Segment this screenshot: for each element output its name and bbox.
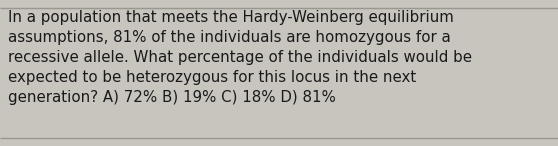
Text: In a population that meets the Hardy-Weinberg equilibrium
assumptions, 81% of th: In a population that meets the Hardy-Wei… bbox=[8, 10, 472, 105]
